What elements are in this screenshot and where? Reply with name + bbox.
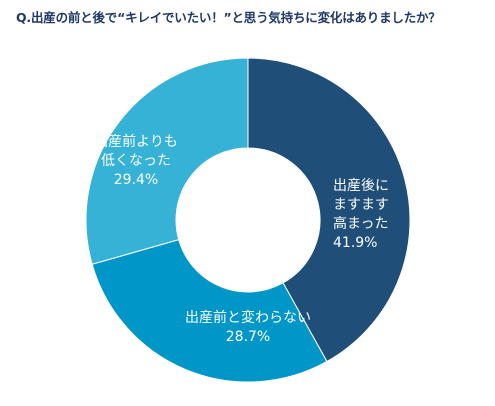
slice-label-2: 出産前と変わらない 28.7%	[185, 309, 311, 345]
donut-slice-3	[85, 57, 249, 265]
donut-slice-2	[91, 239, 328, 383]
slice-category-label: 出産前と変わらない	[185, 309, 311, 326]
slice-value-label: 28.7%	[226, 329, 270, 345]
slice-category-label: ますます	[333, 197, 389, 213]
slice-labels: 出産後にますます高まった 41.9% 出産前と変わらない 28.7% 出産前よりも低くな…	[94, 133, 389, 345]
slice-category-label: 高まった	[333, 215, 388, 232]
chart-title: Q.出産の前と後で“キレイでいたい！”と思う気持ちに変化はありましたか？	[16, 10, 441, 25]
slice-category-label: 出産後に	[333, 178, 389, 194]
slice-label-3: 出産前よりも低くなった 29.4%	[94, 133, 178, 188]
slice-label-1: 出産後にますます高まった 41.9%	[333, 178, 389, 251]
donut-slices	[85, 57, 411, 383]
slice-value-label: 41.9%	[333, 235, 377, 251]
donut-slice-1	[247, 57, 411, 363]
slice-category-label: 低くなった	[101, 153, 171, 169]
slice-value-label: 29.4%	[114, 172, 158, 188]
slice-category-label: 出産前よりも	[94, 133, 178, 150]
